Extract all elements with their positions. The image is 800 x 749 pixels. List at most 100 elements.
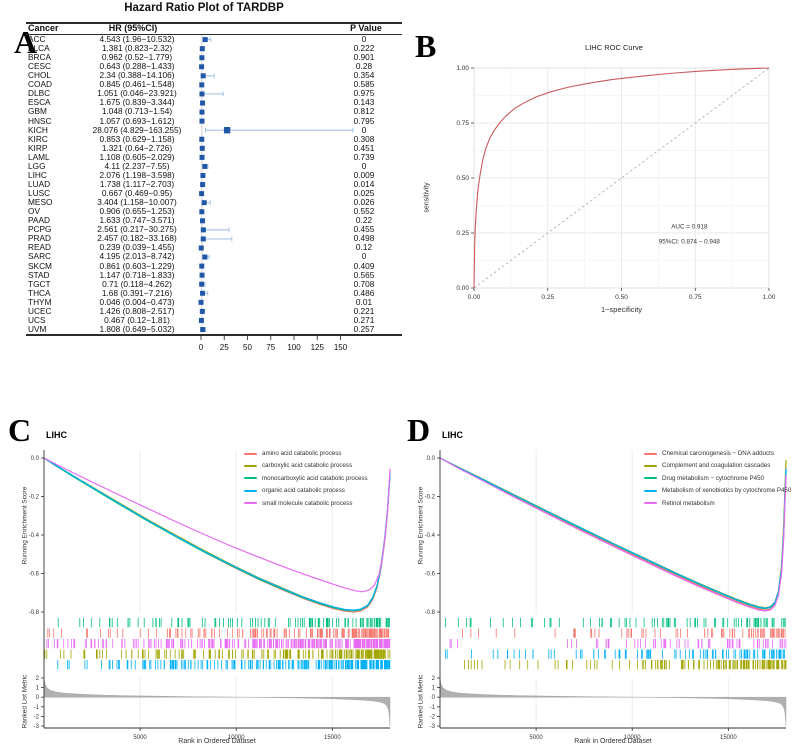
panel-label-b: B [415,28,437,64]
p-value: 0.812 [353,106,375,117]
p-value: 0.975 [353,88,375,99]
legend-label: Metabolism of xenobiotics by cytochrome … [662,487,792,495]
cancer-name: BLCA [28,43,50,54]
p-value: 0.565 [353,269,375,280]
svg-text:0.0: 0.0 [427,456,436,462]
hr-ci-value: 2.561 (0.217−30.275) [97,224,177,235]
cancer-name: UVM [28,323,47,334]
p-value: 0.409 [353,260,375,271]
legend-label: carboxylic acid catabolic process [262,462,353,470]
p-value: 0.026 [353,197,375,208]
forest-markers [198,35,354,334]
cancer-name: THCA [28,287,51,298]
cancer-name: LIHC [28,169,47,180]
p-value: 0.12 [355,242,373,253]
hr-ci-value: 0.239 (0.039−1.455) [99,242,175,253]
legend-swatch-icon [244,502,257,505]
cancer-name: LUAD [28,178,51,189]
column-header-cancer: Cancer [28,23,59,33]
table-top-rule [26,22,402,24]
p-value: 0.009 [353,169,375,180]
svg-text:15000: 15000 [720,735,737,741]
hr-ci-value: 1.675 (0.839−3.344) [99,97,175,108]
p-value: 0.014 [353,178,375,189]
table-header-rule [26,33,402,35]
hr-ci-value: 1.381 (0.823−2.32) [101,43,173,54]
table-row: BLCA 1.381 (0.823−2.32) 0.222 [28,43,400,54]
cancer-name: LUSC [28,188,51,199]
legend-label: Complement and coagulation cascades [662,462,771,470]
p-value: 0.901 [353,52,375,63]
hr-ci-value: 4.11 (2.237−7.55) [104,160,170,171]
gsea-d-metric-axis-label: Ranked List Metric [417,674,425,729]
hr-ci-value: 0.467 (0.12−1.81) [104,314,170,325]
svg-text:25: 25 [220,343,229,352]
legend-swatch-icon [644,477,657,480]
table-row: SARC 4.195 (2.013−8.742) 0 [28,252,400,261]
p-value: 0.451 [353,142,375,153]
svg-text:10000: 10000 [624,735,641,741]
table-row: THYM 0.046 (0.004−0.473) 0.01 [28,296,400,307]
hr-ci-value: 1.68 (0.391−7.216) [101,287,173,298]
hr-ci-value: 0.046 (0.004−0.473) [99,296,175,307]
table-row: UCEC 1.426 (0.808−2.517) 0.221 [28,305,400,316]
p-value: 0.28 [355,61,373,72]
p-value: 0 [361,251,367,262]
hr-ci-value: 0.861 (0.603−1.229) [99,260,175,271]
svg-text:-0.2: -0.2 [29,495,40,501]
legend-label: organic acid catabolic process [262,487,345,495]
p-value: 0.271 [353,314,375,325]
table-row: CHOL 2.34 (0.388−14.106) 0.354 [28,71,400,80]
svg-text:-2: -2 [430,714,436,720]
cancer-name: BRCA [28,52,52,63]
legend-item: monocarboxylic acid catabolic process [244,475,368,482]
svg-text:0: 0 [36,695,40,701]
hr-ci-value: 0.906 (0.655−1.253) [99,206,175,217]
panel-label-c: C [8,412,32,448]
legend-swatch-icon [244,477,257,480]
svg-text:-0.4: -0.4 [29,533,40,539]
p-value: 0.552 [353,206,375,217]
table-row: MESO 3.404 (1.158−10.007) 0.026 [28,197,400,208]
hr-ci-value: 4.195 (2.013−8.742) [99,251,175,262]
hr-ci-value: 0.643 (0.288−1.433) [99,61,175,72]
cancer-name: MESO [28,197,53,208]
cancer-name: OV [28,206,40,217]
hr-ci-value: 1.147 (0.718−1.833) [99,269,175,280]
gsea-c-es-axis-label: Running Enrichment Score [21,486,29,565]
legend-item: amino acid catabolic process [244,450,368,457]
gsea-c-legend: amino acid catabolic process carboxylic a… [244,450,368,512]
cancer-name: LGG [28,160,46,171]
svg-text:5000: 5000 [529,735,543,741]
svg-text:0.75: 0.75 [456,120,469,127]
auc-annotation: 95%CI: 0.874 − 0.948 [659,239,721,246]
table-row: UVM 1.808 (0.649−5.032) 0.257 [28,323,400,334]
cancer-name: UCEC [28,305,52,316]
gsea-c-metric-axis-label: Ranked List Metric [21,674,29,729]
svg-text:0.0: 0.0 [31,456,40,462]
legend-swatch-icon [644,502,657,505]
svg-text:0.50: 0.50 [615,294,628,301]
legend-item: Chemical carcinogenesis − DNA adducts [644,450,791,457]
svg-text:-3: -3 [34,724,40,730]
legend-label: Drug metabolism − cytochrome P450 [662,474,764,482]
forest-table-rows: ACC 4.543 (1.96−10.532) 0 BLCA 1.381 (0.823−… [28,34,400,335]
gsea-d-title: LIHC [442,430,463,440]
legend-swatch-icon [244,464,257,467]
svg-text:1: 1 [36,686,40,692]
hr-ci-value: 3.404 (1.158−10.007) [97,197,177,208]
hr-ci-value: 1.808 (0.649−5.032) [99,323,175,334]
p-value: 0.221 [353,305,375,316]
hr-ci-value: 4.543 (1.96−10.532) [99,34,175,44]
cancer-name: ACC [28,34,46,44]
hr-ci-value: 0.853 (0.629−1.158) [99,133,175,144]
p-value: 0.222 [353,43,375,54]
table-row: ACC 4.543 (1.96−10.532) 0 [28,34,400,44]
p-value: 0 [361,34,367,44]
cancer-name: TGCT [28,278,51,289]
svg-text:-0.2: -0.2 [425,495,436,501]
svg-text:50: 50 [243,343,252,352]
svg-text:0.00: 0.00 [468,294,481,301]
hr-ci-value: 1.426 (0.808−2.517) [99,305,175,316]
